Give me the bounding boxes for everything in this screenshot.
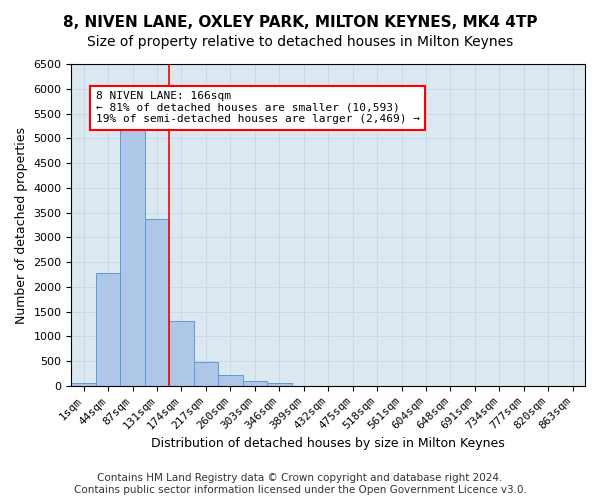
Bar	[145, 218, 169, 386]
Text: 8 NIVEN LANE: 166sqm
← 81% of detached houses are smaller (10,593)
19% of semi-d: 8 NIVEN LANE: 166sqm ← 81% of detached h…	[96, 91, 420, 124]
X-axis label: Distribution of detached houses by size in Milton Keynes: Distribution of detached houses by size …	[151, 437, 505, 450]
Bar	[96, 273, 121, 386]
Bar	[71, 382, 96, 386]
Bar	[194, 362, 218, 386]
Bar	[121, 118, 145, 386]
Bar	[267, 384, 292, 386]
Text: Size of property relative to detached houses in Milton Keynes: Size of property relative to detached ho…	[87, 35, 513, 49]
Bar	[218, 376, 242, 386]
Text: 8, NIVEN LANE, OXLEY PARK, MILTON KEYNES, MK4 4TP: 8, NIVEN LANE, OXLEY PARK, MILTON KEYNES…	[63, 15, 537, 30]
Text: Contains HM Land Registry data © Crown copyright and database right 2024.
Contai: Contains HM Land Registry data © Crown c…	[74, 474, 526, 495]
Y-axis label: Number of detached properties: Number of detached properties	[15, 126, 28, 324]
Bar	[169, 321, 194, 386]
Bar	[242, 382, 267, 386]
